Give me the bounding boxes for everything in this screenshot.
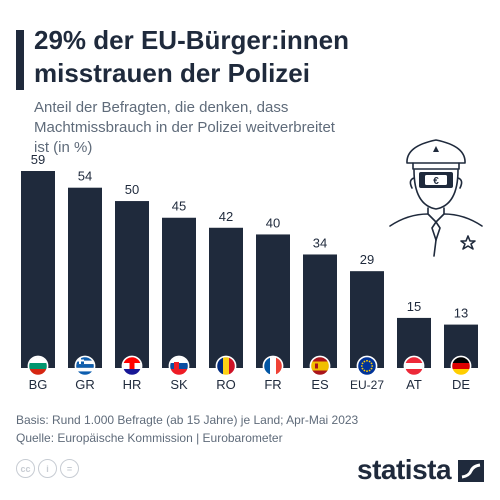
bar-gr bbox=[68, 187, 102, 368]
value-label: 59 bbox=[31, 152, 45, 167]
france-flag bbox=[264, 357, 282, 375]
eu-flag bbox=[358, 357, 376, 375]
statista-logo-text[interactable]: statista bbox=[357, 454, 452, 485]
flag-ring bbox=[121, 355, 143, 377]
value-label: 13 bbox=[454, 306, 468, 321]
flag-ring bbox=[74, 355, 96, 377]
value-label: 50 bbox=[125, 182, 139, 197]
equals-icon[interactable]: = bbox=[60, 459, 79, 478]
value-label: 45 bbox=[172, 199, 186, 214]
chart-subtitle: Anteil der Befragten, die denken, dass M… bbox=[34, 99, 335, 156]
spain-flag bbox=[311, 357, 329, 375]
category-label-sk: SK bbox=[170, 377, 188, 392]
bar-es bbox=[303, 254, 337, 368]
romania-flag bbox=[217, 357, 235, 375]
value-label: 40 bbox=[266, 215, 280, 230]
value-label: 54 bbox=[78, 169, 92, 184]
category-label-gr: GR bbox=[75, 377, 95, 392]
footer-source-note: Quelle: Europäische Kommission | Eurobar… bbox=[16, 431, 283, 445]
person-icon[interactable]: i bbox=[38, 459, 57, 478]
value-label: 15 bbox=[407, 299, 421, 314]
flag-ring bbox=[450, 355, 472, 377]
germany-flag bbox=[452, 357, 470, 375]
flag-ring bbox=[168, 355, 190, 377]
flag-ring bbox=[403, 355, 425, 377]
austria-flag bbox=[405, 357, 423, 375]
category-label-bg: BG bbox=[29, 377, 48, 392]
value-label: 29 bbox=[360, 252, 374, 267]
flag-ring bbox=[27, 355, 49, 377]
bar-fr bbox=[256, 234, 290, 368]
category-label-hr: HR bbox=[123, 377, 142, 392]
value-label: 34 bbox=[313, 235, 327, 250]
footer-basis-note: Basis: Rund 1.000 Befragte (ab 15 Jahre)… bbox=[16, 413, 359, 427]
bulgaria-flag bbox=[29, 357, 47, 375]
croatia-flag bbox=[123, 357, 141, 375]
title-accent-bar bbox=[16, 30, 24, 90]
category-label-at: AT bbox=[406, 377, 422, 392]
euro-badge-label: € bbox=[433, 176, 439, 187]
category-label-ro: RO bbox=[216, 377, 236, 392]
license-icons: cc i = bbox=[16, 459, 79, 478]
category-label-de: DE bbox=[452, 377, 470, 392]
flag-ring bbox=[356, 355, 378, 377]
bar-eu-27 bbox=[350, 271, 384, 368]
bar-bg bbox=[21, 171, 55, 368]
category-label-eu-27: EU-27 bbox=[350, 378, 384, 392]
value-label: 42 bbox=[219, 209, 233, 224]
greece-flag bbox=[76, 357, 94, 375]
statista-logo-icon[interactable] bbox=[458, 460, 484, 482]
bar-hr bbox=[115, 201, 149, 368]
chart-title: 29% der EU-Bürger:innen misstrauen der P… bbox=[34, 25, 349, 88]
cc-icon[interactable]: cc bbox=[16, 459, 35, 478]
flag-ring bbox=[309, 355, 331, 377]
bar-sk bbox=[162, 217, 196, 368]
slovakia-flag bbox=[170, 357, 188, 375]
bar-ro bbox=[209, 227, 243, 368]
category-label-es: ES bbox=[311, 377, 329, 392]
category-label-fr: FR bbox=[264, 377, 281, 392]
flag-ring bbox=[215, 355, 237, 377]
flag-ring bbox=[262, 355, 284, 377]
